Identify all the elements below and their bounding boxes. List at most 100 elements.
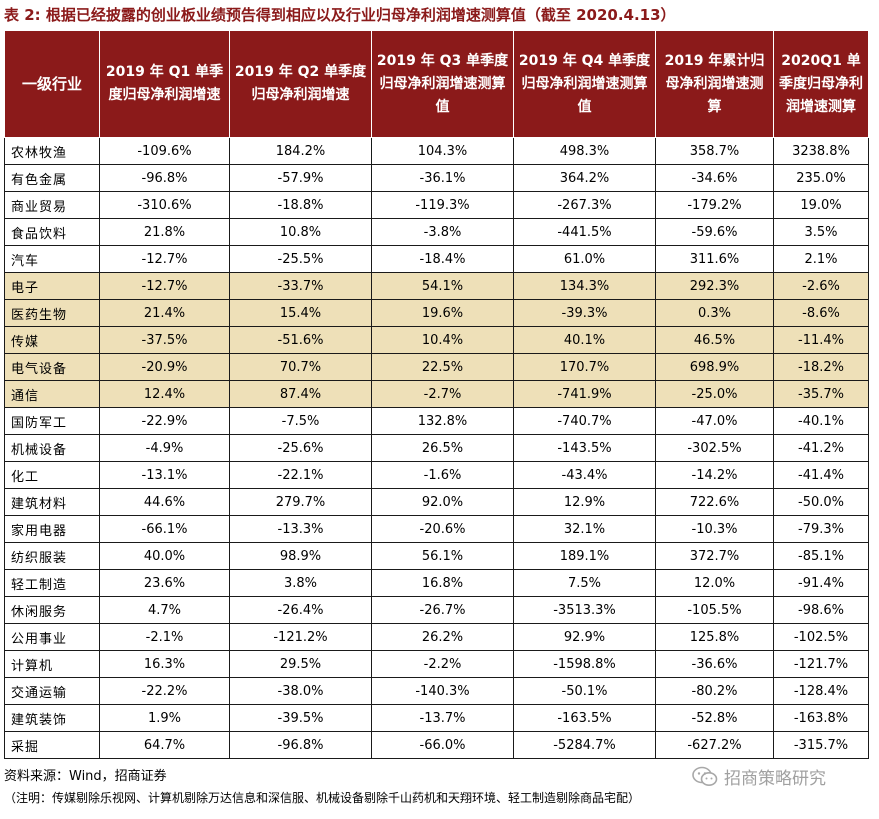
value-cell: -35.7% — [773, 380, 869, 408]
table-row: 有色金属 -96.8% -57.9% -36.1% 364.2% -34.6% 235.0% — [4, 164, 869, 192]
value-cell: -52.8% — [655, 704, 774, 732]
value-cell: -105.5% — [655, 596, 774, 624]
value-cell: -310.6% — [99, 191, 230, 219]
value-cell: -47.0% — [655, 407, 774, 435]
industry-cell: 汽车 — [4, 245, 100, 273]
value-cell: 54.1% — [371, 272, 514, 300]
value-cell: -121.7% — [773, 650, 869, 678]
watermark-text: 招商策略研究 — [724, 769, 826, 789]
value-cell: -25.0% — [655, 380, 774, 408]
value-cell: 92.9% — [513, 623, 656, 651]
industry-cell: 化工 — [4, 461, 100, 489]
table-body: 农林牧渔 -109.6% 184.2% 104.3% 498.3% 358.7% 3238.… — [4, 137, 869, 759]
industry-cell: 商业贸易 — [4, 191, 100, 219]
value-cell: 98.9% — [229, 542, 372, 570]
industry-cell: 轻工制造 — [4, 569, 100, 597]
industry-cell: 通信 — [4, 380, 100, 408]
value-cell: -22.2% — [99, 677, 230, 705]
value-cell: 21.8% — [99, 218, 230, 246]
table-row: 医药生物 21.4% 15.4% 19.6% -39.3% 0.3% -8.6% — [4, 299, 869, 327]
value-cell: -109.6% — [99, 137, 230, 165]
industry-cell: 公用事业 — [4, 623, 100, 651]
value-cell: 61.0% — [513, 245, 656, 273]
industry-cell: 电子 — [4, 272, 100, 300]
value-cell: -22.1% — [229, 461, 372, 489]
industry-cell: 建筑装饰 — [4, 704, 100, 732]
value-cell: 19.6% — [371, 299, 514, 327]
value-cell: 10.8% — [229, 218, 372, 246]
value-cell: 184.2% — [229, 137, 372, 165]
value-cell: -10.3% — [655, 515, 774, 543]
value-cell: -13.1% — [99, 461, 230, 489]
watermark: 招商策略研究 — [692, 764, 826, 789]
value-cell: -40.1% — [773, 407, 869, 435]
value-cell: 7.5% — [513, 569, 656, 597]
industry-cell: 交通运输 — [4, 677, 100, 705]
value-cell: -5284.7% — [513, 731, 656, 759]
value-cell: 26.5% — [371, 434, 514, 462]
value-cell: -315.7% — [773, 731, 869, 759]
value-cell: -119.3% — [371, 191, 514, 219]
value-cell: -96.8% — [229, 731, 372, 759]
value-cell: -79.3% — [773, 515, 869, 543]
header-2019-cumulative: 2019 年累计归母净利润增速测算 — [655, 30, 774, 138]
value-cell: -741.9% — [513, 380, 656, 408]
value-cell: -36.6% — [655, 650, 774, 678]
value-cell: -66.1% — [99, 515, 230, 543]
table-row: 汽车 -12.7% -25.5% -18.4% 61.0% 311.6% 2.1% — [4, 245, 869, 273]
value-cell: -102.5% — [773, 623, 869, 651]
value-cell: 104.3% — [371, 137, 514, 165]
value-cell: -50.0% — [773, 488, 869, 516]
value-cell: 364.2% — [513, 164, 656, 192]
value-cell: 40.0% — [99, 542, 230, 570]
value-cell: 46.5% — [655, 326, 774, 354]
table-row: 采掘 64.7% -96.8% -66.0% -5284.7% -627.2% -315.7… — [4, 731, 869, 759]
value-cell: -80.2% — [655, 677, 774, 705]
value-cell: -66.0% — [371, 731, 514, 759]
industry-cell: 食品饮料 — [4, 218, 100, 246]
table-row: 休闲服务 4.7% -26.4% -26.7% -3513.3% -105.5% -98.6… — [4, 596, 869, 624]
value-cell: -13.3% — [229, 515, 372, 543]
value-cell: -18.8% — [229, 191, 372, 219]
value-cell: 12.9% — [513, 488, 656, 516]
value-cell: 134.3% — [513, 272, 656, 300]
value-cell: -41.2% — [773, 434, 869, 462]
table-row: 家用电器 -66.1% -13.3% -20.6% 32.1% -10.3% -79.3% — [4, 515, 869, 543]
header-industry: 一级行业 — [4, 30, 100, 138]
table-row: 国防军工 -22.9% -7.5% 132.8% -740.7% -47.0% -40.1% — [4, 407, 869, 435]
value-cell: 26.2% — [371, 623, 514, 651]
table-row: 传媒 -37.5% -51.6% 10.4% 40.1% 46.5% -11.4% — [4, 326, 869, 354]
value-cell: 132.8% — [371, 407, 514, 435]
value-cell: -39.5% — [229, 704, 372, 732]
value-cell: 40.1% — [513, 326, 656, 354]
value-cell: -37.5% — [99, 326, 230, 354]
value-cell: 170.7% — [513, 353, 656, 381]
value-cell: -20.6% — [371, 515, 514, 543]
value-cell: -43.4% — [513, 461, 656, 489]
value-cell: 235.0% — [773, 164, 869, 192]
value-cell: -740.7% — [513, 407, 656, 435]
header-2020q1: 2020Q1 单季度归母净利润增速测算 — [773, 30, 869, 138]
value-cell: -179.2% — [655, 191, 774, 219]
value-cell: -12.7% — [99, 245, 230, 273]
industry-cell: 休闲服务 — [4, 596, 100, 624]
value-cell: 2.1% — [773, 245, 869, 273]
value-cell: -18.2% — [773, 353, 869, 381]
value-cell: 21.4% — [99, 299, 230, 327]
value-cell: -38.0% — [229, 677, 372, 705]
value-cell: -302.5% — [655, 434, 774, 462]
value-cell: 189.1% — [513, 542, 656, 570]
industry-cell: 有色金属 — [4, 164, 100, 192]
value-cell: -4.9% — [99, 434, 230, 462]
industry-cell: 传媒 — [4, 326, 100, 354]
table-row: 交通运输 -22.2% -38.0% -140.3% -50.1% -80.2% -128.… — [4, 677, 869, 705]
value-cell: 19.0% — [773, 191, 869, 219]
value-cell: 3.5% — [773, 218, 869, 246]
header-2019q4: 2019 年 Q4 单季度归母净利润增速测算值 — [513, 30, 656, 138]
industry-cell: 电气设备 — [4, 353, 100, 381]
industry-cell: 采掘 — [4, 731, 100, 759]
value-cell: -2.7% — [371, 380, 514, 408]
header-2019q3: 2019 年 Q3 单季度归母净利润增速测算值 — [371, 30, 514, 138]
value-cell: -2.6% — [773, 272, 869, 300]
value-cell: 498.3% — [513, 137, 656, 165]
